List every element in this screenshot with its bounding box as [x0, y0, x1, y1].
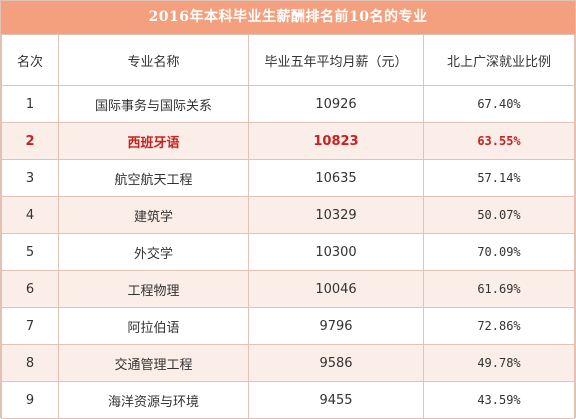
- rank-cell: 2: [1, 122, 59, 160]
- salary-cell: 10926: [248, 85, 424, 123]
- salary-cell: 9586: [248, 344, 424, 382]
- table-row-highlighted: 2 西班牙语 10823 63.55%: [1, 122, 575, 160]
- ratio-cell: 67.40%: [423, 85, 575, 123]
- table-title: 2016年本科毕业生薪酬排名前10名的专业: [1, 1, 575, 34]
- rank-cell: 6: [1, 270, 59, 308]
- major-cell: 阿拉伯语: [58, 307, 249, 345]
- ratio-cell: 57.14%: [423, 159, 575, 197]
- major-cell: 交通管理工程: [58, 344, 249, 382]
- major-cell: 海洋资源与环境: [58, 381, 249, 419]
- salary-cell: 10823: [248, 122, 424, 160]
- header-salary: 毕业五年平均月薪（元）: [248, 34, 424, 86]
- salary-cell: 10046: [248, 270, 424, 308]
- salary-cell: 10300: [248, 233, 424, 271]
- table-row: 5 外交学 10300 70.09%: [1, 233, 575, 271]
- header-major: 专业名称: [58, 34, 249, 86]
- rank-cell: 5: [1, 233, 59, 271]
- header-row: 名次 专业名称 毕业五年平均月薪（元） 北上广深就业比例: [1, 34, 575, 86]
- major-cell: 西班牙语: [58, 122, 249, 160]
- table-row: 9 海洋资源与环境 9455 43.59%: [1, 381, 575, 419]
- table-row: 7 阿拉伯语 9796 72.86%: [1, 307, 575, 345]
- rank-cell: 4: [1, 196, 59, 234]
- rank-cell: 1: [1, 85, 59, 123]
- header-rank: 名次: [1, 34, 59, 86]
- salary-cell: 9796: [248, 307, 424, 345]
- major-cell: 外交学: [58, 233, 249, 271]
- table-row: 1 国际事务与国际关系 10926 67.40%: [1, 85, 575, 123]
- major-cell: 工程物理: [58, 270, 249, 308]
- rank-cell: 9: [1, 381, 59, 419]
- major-cell: 国际事务与国际关系: [58, 85, 249, 123]
- ratio-cell: 49.78%: [423, 344, 575, 382]
- rank-cell: 7: [1, 307, 59, 345]
- table-row: 4 建筑学 10329 50.07%: [1, 196, 575, 234]
- major-cell: 航空航天工程: [58, 159, 249, 197]
- ratio-cell: 43.59%: [423, 381, 575, 419]
- ratio-cell: 61.69%: [423, 270, 575, 308]
- rank-cell: 8: [1, 344, 59, 382]
- salary-cell: 10329: [248, 196, 424, 234]
- salary-cell: 10635: [248, 159, 424, 197]
- salary-ranking-table: 名次 专业名称 毕业五年平均月薪（元） 北上广深就业比例 1 国际事务与国际关系…: [1, 34, 575, 419]
- table-row: 8 交通管理工程 9586 49.78%: [1, 344, 575, 382]
- salary-cell: 9455: [248, 381, 424, 419]
- table-row: 6 工程物理 10046 61.69%: [1, 270, 575, 308]
- major-cell: 建筑学: [58, 196, 249, 234]
- table-row: 3 航空航天工程 10635 57.14%: [1, 159, 575, 197]
- ratio-cell: 72.86%: [423, 307, 575, 345]
- ratio-cell: 50.07%: [423, 196, 575, 234]
- header-ratio: 北上广深就业比例: [423, 34, 575, 86]
- ratio-cell: 63.55%: [423, 122, 575, 160]
- ratio-cell: 70.09%: [423, 233, 575, 271]
- rank-cell: 3: [1, 159, 59, 197]
